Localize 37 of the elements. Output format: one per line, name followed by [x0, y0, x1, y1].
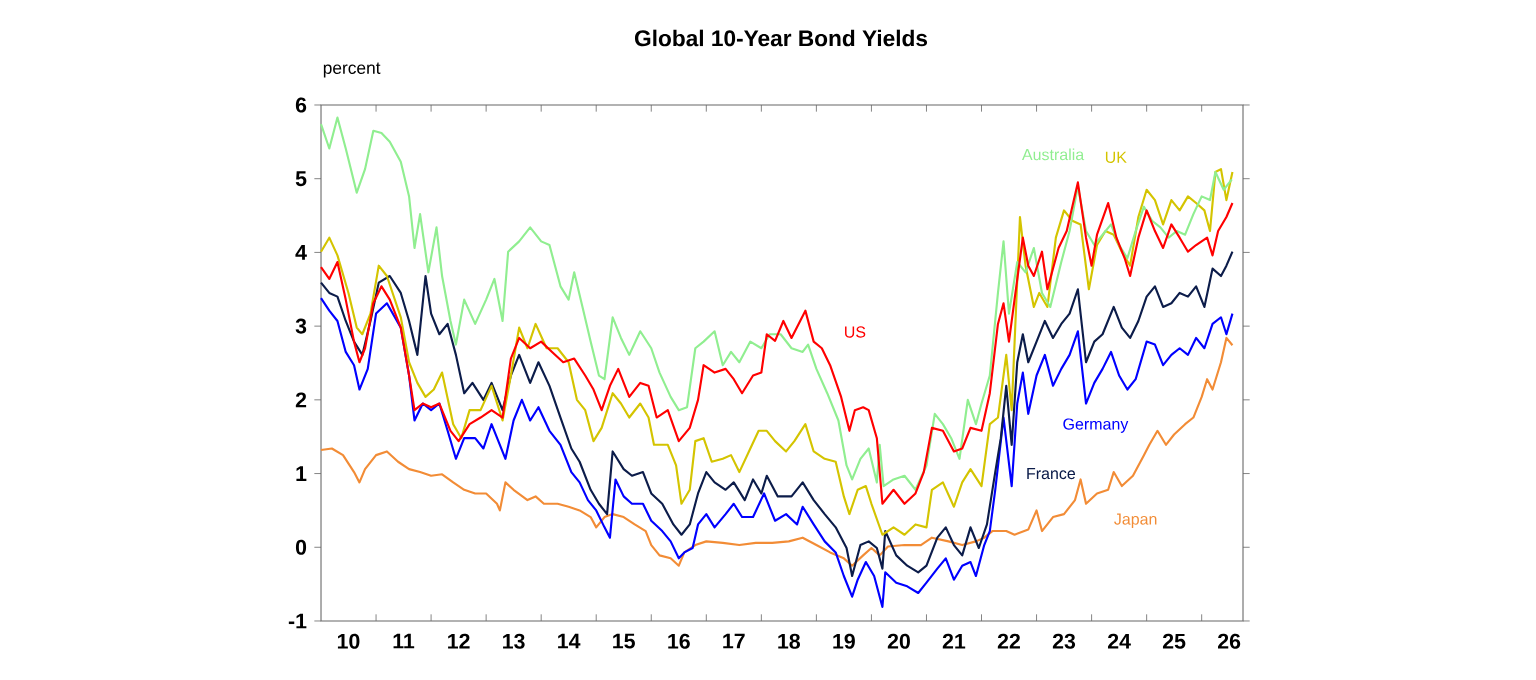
series-label: France — [1027, 467, 1076, 480]
series-label: Japan — [1114, 513, 1157, 528]
x-tick-label: 11 — [393, 633, 415, 649]
x-tick-label: 19 — [833, 633, 855, 649]
y-tick-label: 0 — [295, 539, 307, 555]
x-tick-label: 14 — [558, 633, 581, 649]
y-tick-label: 4 — [295, 245, 307, 260]
x-tick-label: 15 — [613, 633, 635, 649]
x-tick-label: 12 — [448, 633, 470, 649]
x-tick-label: 10 — [337, 633, 360, 649]
x-tick-label: 23 — [1052, 633, 1076, 649]
x-tick-label: 16 — [668, 633, 690, 649]
y-tick-label: 2 — [295, 392, 307, 408]
line-series — [319, 116, 1233, 491]
text: UK — [1105, 151, 1127, 163]
x-tick-label: 13 — [503, 633, 525, 649]
series-label: US — [845, 326, 866, 338]
x-tick-label: 21 — [942, 633, 966, 649]
x-tick-label: 20 — [887, 633, 910, 649]
x-tick-label: 26 — [1218, 633, 1241, 649]
series-label: Australia — [1021, 148, 1085, 161]
line-series — [319, 250, 1234, 578]
y-tick-label: 3 — [295, 318, 307, 334]
chart-title: Global 10-Year Bond Yields — [634, 29, 928, 47]
y-tick-label: 6 — [295, 97, 307, 113]
x-tick-label: 18 — [778, 633, 800, 649]
y-tick-label: -1 — [288, 613, 307, 629]
x-tick-label: 24 — [1107, 633, 1131, 649]
line-series — [319, 336, 1234, 567]
y-axis-title: percent — [323, 62, 381, 78]
y-tick-label: 1 — [296, 466, 307, 481]
x-tick-label: 25 — [1162, 633, 1186, 649]
y-tick-label: 5 — [295, 171, 307, 187]
x-tick-label: 22 — [997, 633, 1020, 649]
series-label: Germany — [1063, 418, 1129, 433]
x-tick-label: 17 — [723, 633, 745, 649]
line-series — [319, 297, 1234, 609]
